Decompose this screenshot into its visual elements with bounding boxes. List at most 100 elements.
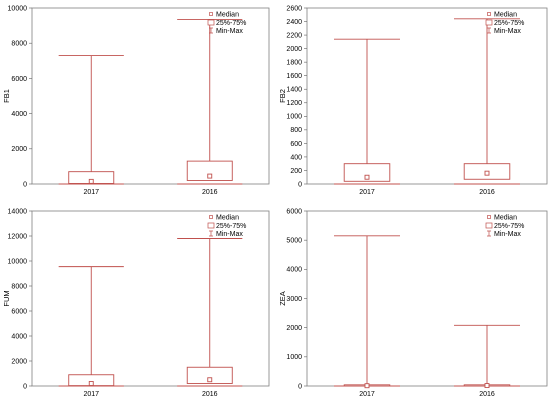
median-marker [207, 173, 213, 179]
y-tick-label: 600 [290, 141, 302, 148]
y-tick-label: 1400 [286, 87, 302, 94]
y-tick-label: 10000 [8, 5, 28, 12]
legend-range-swatch [209, 27, 213, 34]
y-tick-label: 2400 [286, 19, 302, 26]
median-marker [484, 383, 490, 389]
legend-iqr-swatch [485, 222, 493, 229]
x-tick-label: 2017 [83, 391, 99, 398]
legend-range-swatch [209, 230, 213, 237]
legend-iqr-label: 25%-75% [494, 20, 524, 27]
y-tick-label: 4000 [286, 267, 302, 274]
iqr-box [186, 160, 233, 181]
median-marker [364, 174, 370, 180]
x-tick-label: 2016 [479, 189, 495, 196]
legend-range-swatch [487, 230, 491, 237]
y-tick-label: 1000 [286, 354, 302, 361]
chart-zea: 0 1000 2000 3000 4000 5000 6000 ZEA 2017 2016 Medi… [276, 206, 550, 400]
legend-median-label: Median [216, 215, 239, 222]
y-tick-label: 14000 [8, 208, 28, 215]
median-marker [484, 170, 490, 176]
y-tick-label: 6000 [11, 308, 27, 315]
y-tick-label: 6000 [11, 76, 27, 83]
iqr-box [186, 366, 233, 384]
y-tick-label: 1600 [286, 73, 302, 80]
y-tick-label: 0 [298, 181, 302, 188]
legend-iqr-swatch [485, 19, 493, 26]
y-tick-label: 3000 [286, 296, 302, 303]
legend-iqr-label: 25%-75% [494, 223, 524, 230]
y-tick-label: 1800 [286, 60, 302, 67]
legend-iqr-swatch [207, 19, 215, 26]
legend-median-label: Median [494, 215, 517, 222]
chart-fum: 0 2000 4000 6000 8000 10000 12000 14000 FUM 2017 2… [0, 206, 272, 400]
y-tick-label: 4000 [11, 333, 27, 340]
y-axis-title: FUM [2, 290, 11, 306]
boxplot-svg: 0 2000 4000 6000 8000 10000 12000 14000 FUM 2017 2… [2, 208, 270, 398]
x-tick-label: 2016 [202, 391, 218, 398]
plot-frame [306, 7, 548, 185]
y-tick-label: 2000 [286, 46, 302, 53]
box-2017 [334, 38, 400, 185]
legend-median-label: Median [494, 12, 517, 19]
legend-range-label: Min-Max [494, 28, 521, 35]
y-tick-label: 2600 [286, 5, 302, 12]
y-tick-label: 0 [298, 383, 302, 390]
x-tick-label: 2016 [202, 189, 218, 196]
y-tick-label: 400 [290, 154, 302, 161]
plot-frame [31, 210, 270, 387]
box-2017 [58, 55, 124, 185]
x-tick-label: 2017 [83, 189, 99, 196]
y-axis-title: FB1 [2, 89, 11, 103]
x-tick-label: 2016 [479, 391, 495, 398]
legend-median-swatch [487, 215, 491, 219]
y-tick-label: 1000 [286, 114, 302, 121]
legend-range-label: Min-Max [216, 231, 243, 238]
legend-range-label: Min-Max [494, 231, 521, 238]
median-marker [88, 381, 94, 386]
box-2016 [177, 238, 243, 387]
y-tick-label: 12000 [8, 233, 28, 240]
legend-iqr-label: 25%-75% [216, 223, 246, 230]
x-tick-label: 2017 [359, 391, 375, 398]
y-tick-label: 4000 [11, 111, 27, 118]
legend-iqr-label: 25%-75% [216, 20, 246, 27]
legend-median-swatch [209, 215, 213, 219]
y-tick-label: 0 [23, 383, 27, 390]
legend-range-label: Min-Max [216, 28, 243, 35]
median-marker [88, 178, 94, 184]
box-2016 [177, 18, 243, 185]
y-tick-label: 1200 [286, 100, 302, 107]
y-tick-label: 8000 [11, 283, 27, 290]
boxplot-svg: 0 200 400 600 800 1000 1200 1400 1600 1800 2000 220… [278, 5, 548, 196]
box-2017 [334, 235, 400, 389]
median-marker [364, 383, 370, 389]
y-tick-label: 10000 [8, 258, 28, 265]
y-tick-label: 6000 [286, 208, 302, 215]
boxplot-svg: 0 1000 2000 3000 4000 5000 6000 ZEA 2017 2016 Medi… [278, 208, 548, 398]
plot-frame [31, 7, 270, 185]
box-2017 [58, 266, 124, 387]
legend-median-swatch [209, 12, 213, 16]
y-tick-label: 8000 [11, 41, 27, 48]
y-tick-label: 2000 [11, 146, 27, 153]
legend-iqr-swatch [207, 222, 215, 229]
plot-frame [306, 210, 548, 387]
y-tick-label: 5000 [286, 238, 302, 245]
median-marker [207, 377, 213, 383]
x-tick-label: 2017 [359, 189, 375, 196]
legend-median-label: Median [216, 12, 239, 19]
y-tick-label: 0 [23, 181, 27, 188]
iqr-box [343, 163, 391, 182]
y-tick-label: 800 [290, 127, 302, 134]
chart-fb1: 0 2000 4000 6000 8000 10000 FB1 2017 2016 Median 2… [0, 0, 272, 198]
y-tick-label: 2200 [286, 32, 302, 39]
legend-median-swatch [487, 12, 491, 16]
boxplot-svg: 0 2000 4000 6000 8000 10000 FB1 2017 2016 Median2… [2, 5, 270, 196]
box-2016 [454, 324, 520, 389]
y-tick-label: 2000 [11, 358, 27, 365]
